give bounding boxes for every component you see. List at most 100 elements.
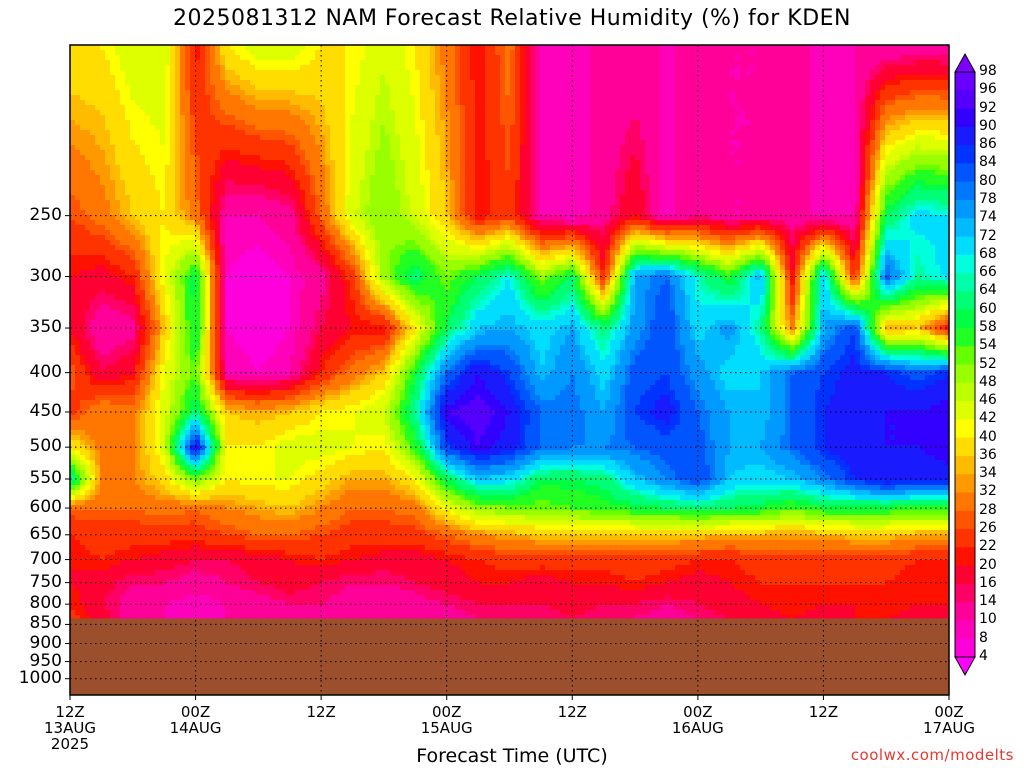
rh-cell bbox=[930, 175, 936, 181]
rh-cell bbox=[570, 85, 576, 91]
rh-cell bbox=[905, 160, 911, 166]
rh-cell bbox=[200, 155, 206, 161]
rh-cell bbox=[370, 120, 376, 126]
rh-cell bbox=[110, 50, 116, 56]
rh-cell bbox=[385, 145, 391, 151]
rh-cell bbox=[315, 125, 321, 131]
rh-cell bbox=[160, 115, 166, 121]
rh-cell bbox=[720, 135, 726, 141]
rh-cell bbox=[165, 140, 171, 146]
rh-cell bbox=[640, 100, 646, 106]
rh-cell bbox=[920, 50, 926, 56]
rh-cell bbox=[105, 145, 111, 151]
rh-cell bbox=[770, 135, 776, 141]
rh-cell bbox=[345, 80, 351, 86]
rh-cell bbox=[280, 110, 286, 116]
rh-cell bbox=[325, 65, 331, 71]
rh-cell bbox=[595, 180, 601, 186]
rh-cell bbox=[715, 105, 721, 111]
rh-cell bbox=[250, 115, 256, 121]
rh-cell bbox=[935, 130, 941, 136]
rh-cell bbox=[915, 75, 921, 81]
rh-cell bbox=[255, 165, 261, 171]
rh-cell bbox=[95, 155, 101, 161]
rh-cell bbox=[390, 110, 396, 116]
rh-cell bbox=[615, 155, 621, 161]
rh-cell bbox=[80, 65, 86, 71]
rh-cell bbox=[480, 110, 486, 116]
rh-cell bbox=[730, 75, 736, 81]
rh-cell bbox=[355, 125, 361, 131]
rh-cell bbox=[215, 90, 221, 96]
rh-cell bbox=[905, 105, 911, 111]
rh-cell bbox=[405, 85, 411, 91]
rh-cell bbox=[380, 115, 386, 121]
rh-cell bbox=[915, 120, 921, 126]
rh-cell bbox=[105, 50, 111, 56]
rh-cell bbox=[380, 170, 386, 176]
rh-cell bbox=[580, 80, 586, 86]
rh-cell bbox=[100, 95, 106, 101]
rh-cell bbox=[665, 180, 671, 186]
rh-cell bbox=[735, 120, 741, 126]
rh-cell bbox=[350, 125, 356, 131]
rh-cell bbox=[505, 70, 511, 76]
rh-cell bbox=[645, 155, 651, 161]
rh-cell bbox=[715, 145, 721, 151]
rh-cell bbox=[705, 135, 711, 141]
rh-cell bbox=[640, 130, 646, 136]
rh-cell bbox=[385, 100, 391, 106]
rh-cell bbox=[770, 150, 776, 156]
rh-cell bbox=[760, 120, 766, 126]
rh-cell bbox=[175, 110, 181, 116]
rh-cell bbox=[525, 90, 531, 96]
rh-cell bbox=[895, 125, 901, 131]
rh-cell bbox=[240, 150, 246, 156]
rh-cell bbox=[380, 110, 386, 116]
rh-cell bbox=[150, 135, 156, 141]
rh-cell bbox=[390, 140, 396, 146]
rh-cell bbox=[365, 115, 371, 121]
rh-cell bbox=[560, 90, 566, 96]
rh-cell bbox=[920, 75, 926, 81]
rh-cell bbox=[315, 80, 321, 86]
rh-cell bbox=[600, 150, 606, 156]
rh-cell bbox=[125, 115, 131, 121]
rh-cell bbox=[295, 70, 301, 76]
rh-cell bbox=[85, 100, 91, 106]
rh-cell bbox=[390, 150, 396, 156]
rh-cell bbox=[785, 140, 791, 146]
rh-cell bbox=[720, 110, 726, 116]
rh-cell bbox=[845, 60, 851, 66]
rh-cell bbox=[275, 50, 281, 56]
rh-cell bbox=[590, 55, 596, 61]
rh-cell bbox=[100, 50, 106, 56]
rh-cell bbox=[505, 65, 511, 71]
rh-cell bbox=[830, 125, 836, 131]
rh-cell bbox=[410, 85, 416, 91]
rh-cell bbox=[80, 75, 86, 81]
rh-cell bbox=[565, 50, 571, 56]
rh-cell bbox=[90, 140, 96, 146]
rh-cell bbox=[445, 105, 451, 111]
rh-cell bbox=[800, 50, 806, 56]
rh-cell bbox=[255, 85, 261, 91]
rh-cell bbox=[945, 175, 949, 181]
rh-cell bbox=[265, 155, 271, 161]
rh-cell bbox=[260, 75, 266, 81]
rh-cell bbox=[710, 110, 716, 116]
rh-cell bbox=[755, 70, 761, 76]
rh-cell bbox=[215, 75, 221, 81]
rh-cell bbox=[145, 105, 151, 111]
rh-cell bbox=[840, 130, 846, 136]
rh-cell bbox=[855, 55, 861, 61]
rh-cell bbox=[675, 140, 681, 146]
rh-cell bbox=[725, 145, 731, 151]
rh-cell bbox=[215, 115, 221, 121]
rh-cell bbox=[75, 75, 81, 81]
rh-cell bbox=[235, 115, 241, 121]
rh-cell bbox=[455, 100, 461, 106]
rh-cell bbox=[640, 110, 646, 116]
rh-cell bbox=[345, 90, 351, 96]
rh-cell bbox=[695, 140, 701, 146]
